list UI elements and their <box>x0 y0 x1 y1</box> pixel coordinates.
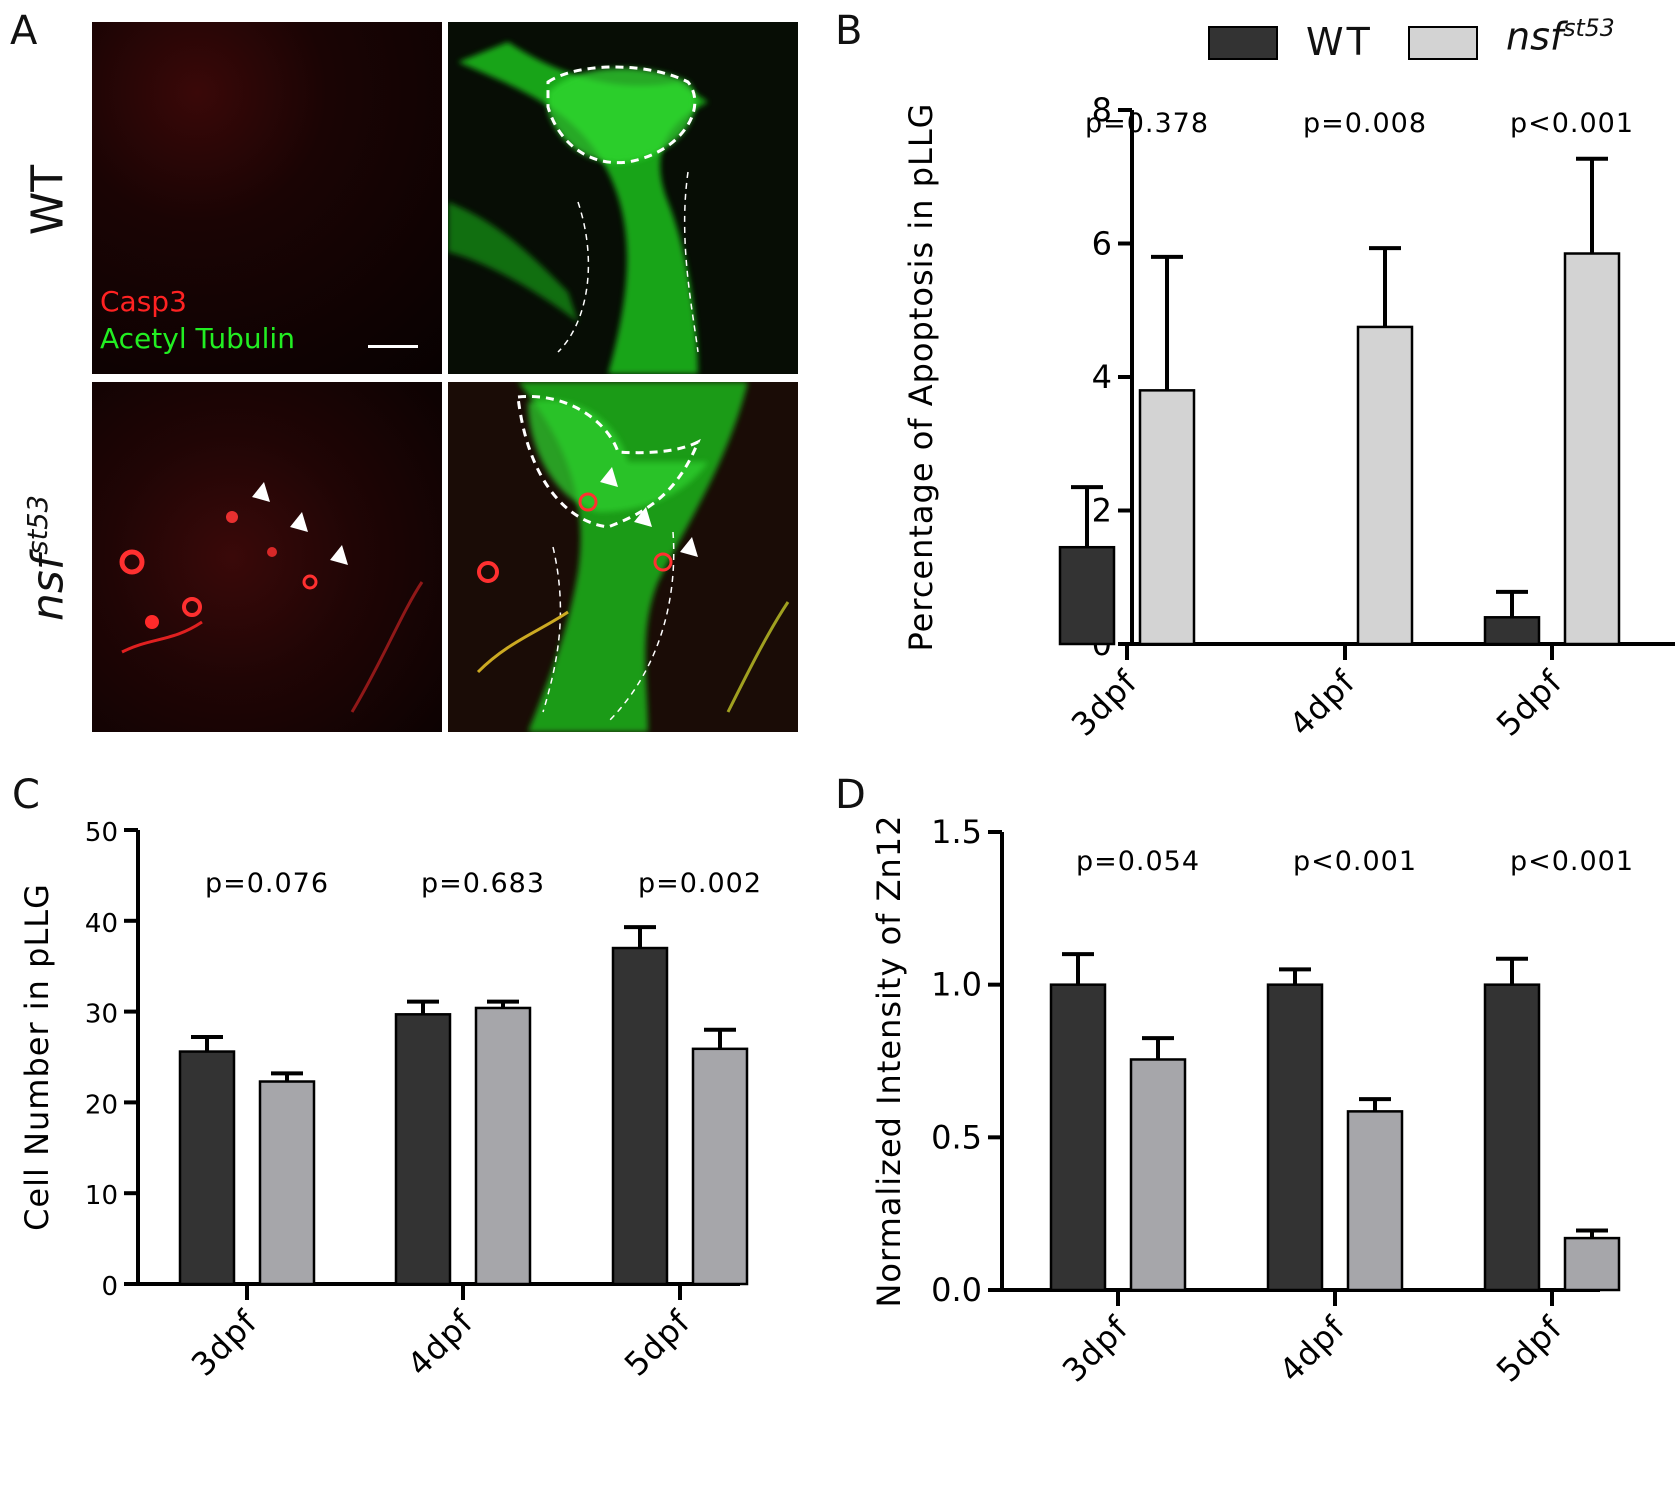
legend-label-mutant: nsfst53 <box>1506 14 1615 59</box>
bar-mutant <box>1563 1236 1621 1292</box>
y-tick-label: 20 <box>85 1090 118 1120</box>
x-tick-label: 4dpf <box>1282 663 1363 744</box>
p-value-label: p=0.076 <box>205 868 329 899</box>
y-tick-label: 0 <box>101 1272 118 1302</box>
legend-swatch-wt <box>1208 26 1278 60</box>
chart-c: 0 10 20 30 40 50 Cell Number in pLLG 3dpf p=0.07… <box>18 818 762 1384</box>
x-tick-label: 5dpf <box>1489 663 1570 744</box>
panel-label-c: C <box>12 772 40 818</box>
p-value-label: p=0.002 <box>638 868 762 899</box>
bar-wt <box>1483 983 1541 1292</box>
y-tick-label: 10 <box>85 1181 118 1211</box>
y-tick-label: 0.5 <box>931 1118 982 1156</box>
arrowhead-3 <box>330 545 348 565</box>
bar-wt <box>611 946 669 1286</box>
stain-label-casp3: Casp3 <box>100 285 187 318</box>
chart-b: 02468Percentage of Apoptosis in pLLG3dpf… <box>902 91 1675 744</box>
x-tick-label: 5dpf <box>1489 1309 1570 1390</box>
mutant-nerve-outline <box>542 531 675 723</box>
bar-mutant <box>258 1080 316 1286</box>
y-tick-label: 0.0 <box>931 1271 982 1309</box>
wt-merge-drawing <box>448 42 708 374</box>
mutant-ganglion-fill <box>528 400 708 512</box>
panel-label-b: B <box>835 8 863 54</box>
legend-swatch-mutant <box>1408 26 1478 60</box>
scale-bar <box>368 345 418 348</box>
bar-wt <box>1058 545 1116 646</box>
p-value-label: p<0.001 <box>1510 846 1634 877</box>
y-tick-label: 2 <box>1092 492 1112 530</box>
bar-mutant <box>1138 389 1196 646</box>
bar-wt <box>1266 983 1324 1292</box>
y-tick-label: 4 <box>1092 358 1112 396</box>
y-tick-label: 1.0 <box>931 966 982 1004</box>
micrograph-wt-merge <box>448 22 798 374</box>
micrograph-mutant-casp3 <box>92 382 442 732</box>
wt-nerve-outline <box>557 171 699 353</box>
p-value-label: p=0.054 <box>1076 846 1200 877</box>
panel-label-d: D <box>835 772 866 818</box>
y-axis-title: Cell Number in pLLG <box>18 883 56 1231</box>
x-tick-label: 3dpf <box>184 1303 265 1384</box>
x-tick-label: 5dpf <box>617 1303 698 1384</box>
bar-mutant <box>1356 325 1414 646</box>
legend-label-wt: WT <box>1306 20 1373 64</box>
x-tick-label: 4dpf <box>1272 1309 1353 1390</box>
p-value-label: p=0.683 <box>421 868 545 899</box>
bar-wt <box>394 1013 452 1286</box>
bar-wt <box>178 1050 236 1286</box>
arrowhead-5 <box>634 507 652 527</box>
row-label-mutant: nsfst53 <box>22 495 74 621</box>
x-tick-label: 3dpf <box>1055 1309 1136 1390</box>
p-value-label: p<0.001 <box>1510 108 1634 139</box>
panel-label-a: A <box>10 8 38 54</box>
wt-ganglion-fill <box>548 68 696 163</box>
mutant-ganglion-outline <box>516 394 701 529</box>
bar-mutant <box>1129 1058 1187 1292</box>
y-tick-label: 30 <box>85 1000 118 1030</box>
arrowhead-6 <box>680 537 698 557</box>
bar-wt <box>1049 983 1107 1292</box>
micrograph-wt-casp3 <box>92 22 442 374</box>
arrowhead-4 <box>600 467 618 487</box>
bar-mutant <box>474 1006 532 1286</box>
mutant-merge-drawing <box>476 382 790 732</box>
bar-mutant <box>691 1047 749 1286</box>
row-label-wt: WT <box>22 164 74 236</box>
stain-label-acetyl-tubulin: Acetyl Tubulin <box>100 322 295 355</box>
arrowhead-2 <box>290 512 308 532</box>
y-tick-label: 1.5 <box>931 813 982 851</box>
wt-ganglion-outline <box>546 65 697 165</box>
mutant-casp3-drawing <box>119 482 424 713</box>
x-tick-label: 3dpf <box>1064 663 1145 744</box>
wt-side-branch <box>448 202 578 322</box>
p-value-label: p=0.378 <box>1085 108 1209 139</box>
bar-wt <box>1483 616 1541 646</box>
y-tick-label: 6 <box>1092 225 1112 263</box>
p-value-label: p<0.001 <box>1293 846 1417 877</box>
y-axis-title: Percentage of Apoptosis in pLLG <box>902 103 940 652</box>
chart-d: 0.0 0.5 1.0 1.5 Normalized Intensity of Zn12… <box>870 813 1633 1390</box>
y-tick-label: 40 <box>85 909 118 939</box>
y-axis-title: Normalized Intensity of Zn12 <box>870 814 908 1307</box>
bar-mutant <box>1563 252 1621 646</box>
y-tick-label: 8 <box>1092 91 1112 129</box>
micrograph-mutant-merge <box>448 382 798 732</box>
arrowhead-1 <box>252 482 270 502</box>
y-tick-label: 50 <box>85 818 118 848</box>
p-value-label: p=0.008 <box>1303 108 1427 139</box>
x-tick-label: 4dpf <box>400 1303 481 1384</box>
bar-mutant <box>1346 1110 1404 1292</box>
